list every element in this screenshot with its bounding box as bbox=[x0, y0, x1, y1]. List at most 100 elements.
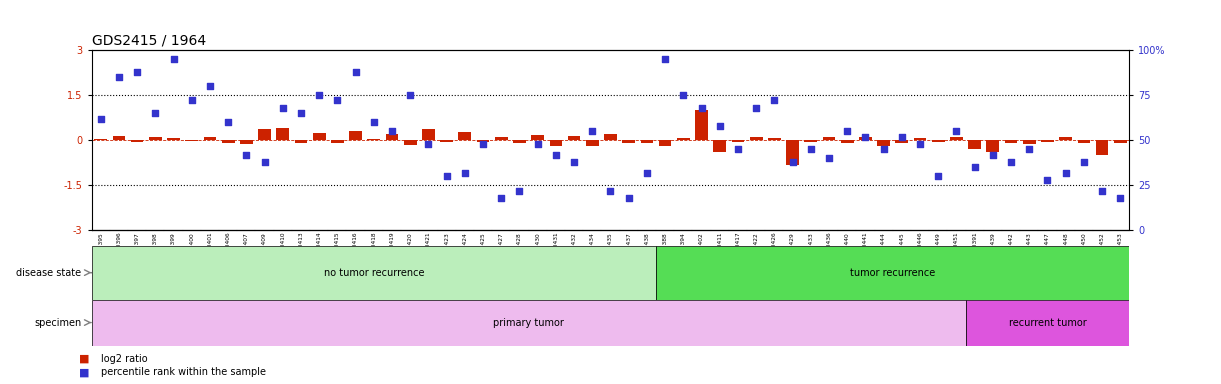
Point bbox=[764, 98, 784, 104]
Bar bbox=[841, 140, 853, 142]
Text: log2 ratio: log2 ratio bbox=[101, 354, 148, 364]
Bar bbox=[495, 137, 508, 140]
Point bbox=[983, 152, 1002, 158]
Point bbox=[419, 141, 438, 147]
Point bbox=[200, 83, 220, 89]
Point bbox=[928, 173, 947, 179]
Bar bbox=[1095, 140, 1109, 155]
Point bbox=[1093, 188, 1112, 194]
Point bbox=[291, 110, 310, 116]
Point bbox=[1074, 159, 1094, 165]
Bar bbox=[1023, 140, 1035, 144]
Text: no tumor recurrence: no tumor recurrence bbox=[324, 268, 424, 278]
Point bbox=[674, 92, 694, 98]
Bar bbox=[349, 131, 361, 140]
Text: specimen: specimen bbox=[34, 318, 81, 328]
Bar bbox=[786, 140, 799, 165]
Point bbox=[856, 134, 875, 140]
Bar bbox=[276, 127, 289, 140]
Bar bbox=[112, 136, 126, 140]
Bar bbox=[750, 137, 763, 140]
Bar bbox=[386, 134, 398, 140]
Bar bbox=[676, 138, 690, 140]
Point bbox=[601, 188, 620, 194]
Bar bbox=[92, 300, 966, 346]
Point bbox=[455, 170, 475, 176]
Point bbox=[946, 128, 966, 134]
Bar bbox=[641, 140, 653, 143]
Text: ■: ■ bbox=[79, 354, 90, 364]
Point bbox=[127, 68, 147, 74]
Point bbox=[801, 146, 821, 152]
Point bbox=[1001, 159, 1021, 165]
Bar bbox=[131, 140, 144, 142]
Bar bbox=[94, 139, 107, 140]
Bar bbox=[222, 140, 234, 142]
Text: recurrent tumor: recurrent tumor bbox=[1009, 318, 1087, 328]
Bar bbox=[313, 132, 326, 140]
Point bbox=[656, 56, 675, 62]
Bar bbox=[513, 140, 526, 143]
Point bbox=[90, 116, 110, 122]
Bar bbox=[1114, 140, 1127, 142]
Bar bbox=[92, 246, 656, 300]
Point bbox=[237, 152, 256, 158]
Bar bbox=[186, 140, 198, 141]
Point bbox=[692, 104, 712, 111]
Bar bbox=[604, 134, 617, 140]
Point bbox=[255, 159, 275, 165]
Point bbox=[274, 104, 293, 111]
Point bbox=[546, 152, 565, 158]
Point bbox=[437, 173, 457, 179]
Bar bbox=[1042, 140, 1054, 142]
Point bbox=[728, 146, 747, 152]
Point bbox=[346, 68, 365, 74]
Bar bbox=[823, 137, 835, 140]
Point bbox=[327, 98, 347, 104]
Bar bbox=[731, 140, 745, 142]
Point bbox=[382, 128, 402, 134]
Point bbox=[582, 128, 602, 134]
Bar bbox=[623, 140, 635, 142]
Point bbox=[492, 195, 512, 201]
Point bbox=[637, 170, 657, 176]
Point bbox=[1020, 146, 1039, 152]
Point bbox=[564, 159, 584, 165]
Bar bbox=[368, 139, 380, 140]
Bar bbox=[695, 110, 708, 140]
Point bbox=[1056, 170, 1076, 176]
Point bbox=[709, 122, 729, 129]
Bar bbox=[713, 140, 726, 152]
Bar bbox=[913, 138, 927, 140]
Point bbox=[619, 195, 639, 201]
Point bbox=[509, 188, 529, 194]
Bar bbox=[805, 140, 817, 142]
Point bbox=[474, 141, 493, 147]
Bar bbox=[531, 135, 545, 140]
Bar bbox=[331, 140, 344, 142]
Point bbox=[819, 155, 839, 161]
Point bbox=[219, 119, 238, 125]
Point bbox=[1038, 177, 1057, 183]
Bar bbox=[968, 140, 980, 149]
Text: disease state: disease state bbox=[16, 268, 81, 278]
Bar bbox=[458, 132, 471, 140]
Bar bbox=[149, 137, 161, 140]
Bar bbox=[656, 246, 1129, 300]
Point bbox=[182, 98, 201, 104]
Bar bbox=[586, 140, 598, 146]
Point bbox=[965, 164, 984, 170]
Bar bbox=[241, 140, 253, 144]
Point bbox=[746, 104, 766, 111]
Point bbox=[364, 119, 383, 125]
Text: primary tumor: primary tumor bbox=[493, 318, 564, 328]
Bar bbox=[966, 300, 1129, 346]
Point bbox=[164, 56, 183, 62]
Bar bbox=[404, 140, 416, 145]
Bar bbox=[294, 140, 308, 143]
Text: percentile rank within the sample: percentile rank within the sample bbox=[101, 367, 266, 377]
Text: ■: ■ bbox=[79, 367, 90, 377]
Bar bbox=[768, 138, 780, 140]
Point bbox=[874, 146, 894, 152]
Bar bbox=[204, 137, 216, 140]
